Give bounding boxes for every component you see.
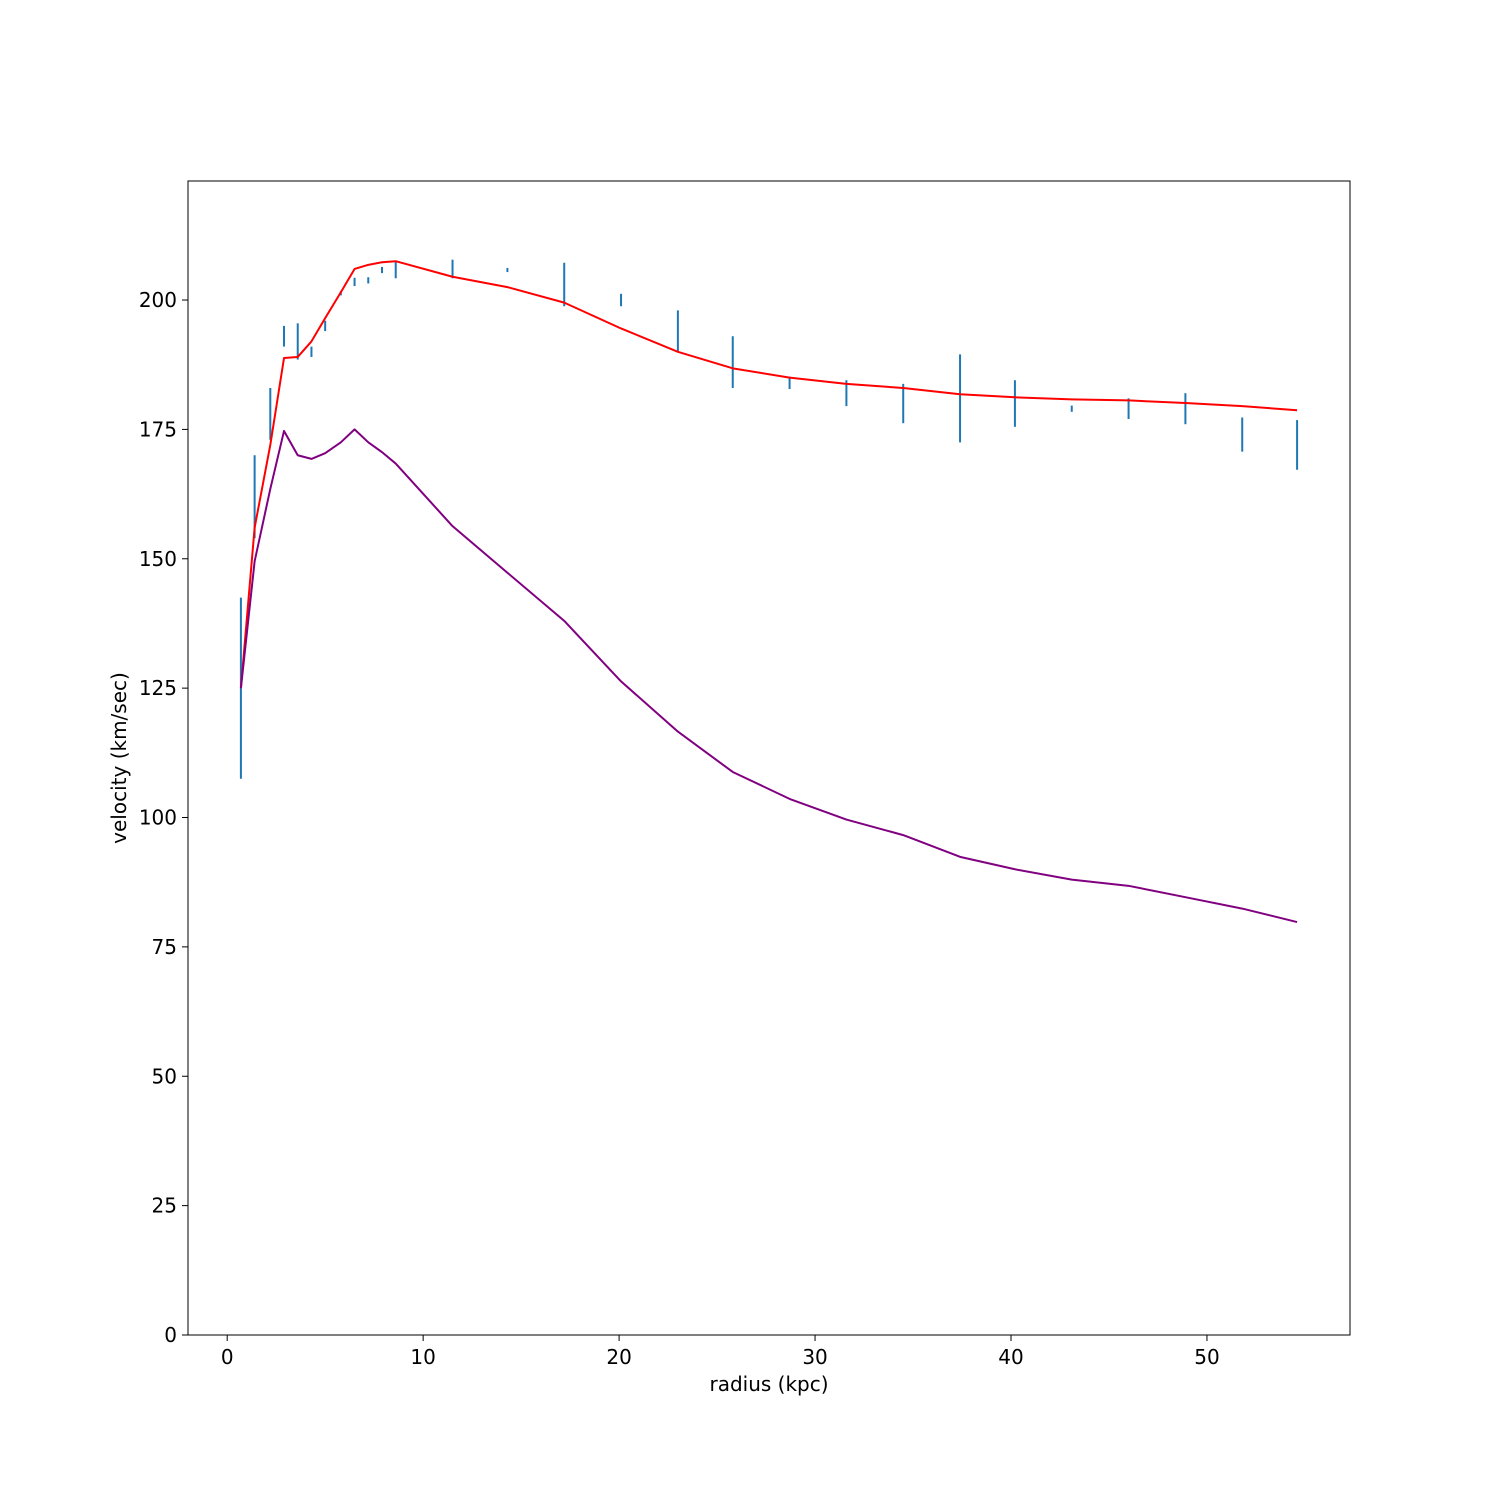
y-tick-label: 200 (139, 288, 177, 312)
x-tick-label: 0 (221, 1345, 234, 1369)
y-tick-label: 175 (139, 417, 177, 441)
errorbar-series (239, 259, 1299, 779)
y-tick-label: 125 (139, 676, 177, 700)
x-tick-label: 50 (1194, 1345, 1219, 1369)
plot-area (187, 180, 1351, 1336)
y-axis: 0 25 50 75 100 125 150 175 200 (139, 288, 188, 1347)
y-tick-label: 25 (152, 1194, 177, 1218)
x-tick-label: 30 (802, 1345, 827, 1369)
y-axis-label: velocity (km/sec) (107, 672, 131, 844)
axes-frame (187, 180, 1351, 1336)
x-axis: 0 10 20 30 40 50 (221, 1335, 1220, 1369)
model-curves (239, 260, 1298, 924)
y-tick-label: 0 (164, 1323, 177, 1347)
x-axis-label: radius (kpc) (709, 1372, 828, 1396)
component-velocity-line (239, 428, 1298, 924)
total-velocity-line (239, 260, 1298, 689)
y-tick-label: 75 (152, 935, 177, 959)
x-tick-label: 20 (606, 1345, 631, 1369)
y-tick-label: 100 (139, 806, 177, 830)
y-tick-label: 50 (152, 1064, 177, 1088)
x-tick-label: 40 (998, 1345, 1023, 1369)
y-tick-label: 150 (139, 547, 177, 571)
x-tick-label: 10 (410, 1345, 435, 1369)
